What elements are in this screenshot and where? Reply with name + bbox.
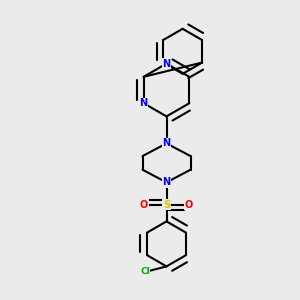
Text: S: S	[163, 200, 170, 210]
Text: Cl: Cl	[140, 267, 150, 276]
Text: O: O	[140, 200, 148, 210]
Text: N: N	[140, 98, 148, 108]
Text: N: N	[162, 138, 171, 148]
Text: O: O	[185, 200, 193, 210]
Text: N: N	[162, 177, 171, 188]
Text: N: N	[162, 58, 171, 69]
